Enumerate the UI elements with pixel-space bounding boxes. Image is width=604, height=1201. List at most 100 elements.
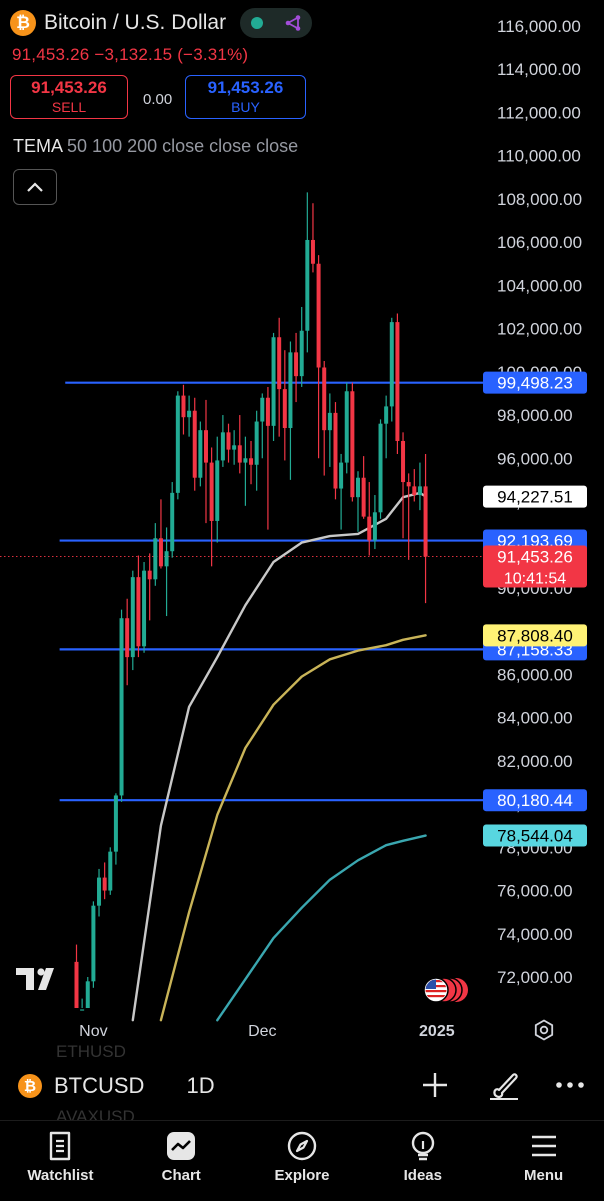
- candle-body: [187, 410, 192, 418]
- candle-body: [305, 239, 310, 331]
- buy-price: 91,453.26: [207, 78, 284, 97]
- countdown-timer: 10:41:54: [504, 571, 566, 588]
- symbol-selector[interactable]: BTCUSD: [54, 1073, 145, 1098]
- candle-body: [350, 391, 355, 498]
- candle-body: [294, 352, 299, 377]
- hamburger-menu-icon: [531, 1135, 556, 1157]
- nav-ideas-label: Ideas: [403, 1167, 442, 1184]
- candle-body: [119, 618, 124, 796]
- buy-button[interactable]: 91,453.26 BUY: [185, 75, 306, 119]
- nav-watchlist[interactable]: Watchlist: [0, 1121, 121, 1201]
- x-tick-label: 2025: [419, 1023, 455, 1040]
- share-nodes-icon: [285, 15, 300, 31]
- nav-menu-label: Menu: [524, 1167, 564, 1184]
- candle-body: [209, 462, 214, 521]
- candle-body: [406, 482, 411, 487]
- price-chart[interactable]: 116,000.00 114,000.00 112,000.00 110,000.00…: [0, 0, 604, 1060]
- candle-body: [80, 1009, 85, 1011]
- more-options-icon[interactable]: [553, 1068, 587, 1102]
- watchlist-document-icon: [50, 1131, 71, 1161]
- indicator-args: 50 100 200 close close close: [67, 136, 299, 156]
- candle-body: [203, 430, 208, 463]
- candle-body: [412, 486, 417, 496]
- level-price-tag-text: 99,498.23: [497, 374, 573, 393]
- candle-body: [113, 795, 118, 852]
- symbol-title: Bitcoin / U.S. Dollar: [44, 11, 227, 34]
- candle-body: [265, 397, 270, 426]
- tema-series-line: [159, 634, 427, 1022]
- candle-body: [136, 577, 141, 647]
- chart-settings-gear-icon[interactable]: [533, 1019, 555, 1041]
- y-tick-label: 86,000.00: [497, 665, 573, 684]
- level-price-tag: [483, 789, 587, 812]
- y-tick-label: 110,000.00: [497, 147, 581, 166]
- tradingview-logo-icon[interactable]: [16, 966, 62, 997]
- y-tick-label: 114,000.00: [497, 60, 581, 79]
- y-tick-label: 112,000.00: [497, 103, 581, 122]
- candle-body: [282, 389, 287, 429]
- candle-body: [417, 486, 422, 496]
- sell-price: 91,453.26: [31, 78, 107, 97]
- price-tag: [483, 545, 587, 588]
- candle-body: [215, 460, 220, 521]
- candle-body: [339, 462, 344, 489]
- y-tick-label: 96,000.00: [497, 449, 573, 468]
- symbol-toolbar: ₿ BTCUSD 1D: [0, 1060, 604, 1112]
- candle-body: [322, 367, 327, 431]
- x-tick-label: Nov: [79, 1023, 107, 1040]
- symbol-header[interactable]: ₿ Bitcoin / U.S. Dollar: [10, 8, 313, 38]
- price-tag: [483, 824, 587, 847]
- candle-body: [125, 618, 130, 658]
- spread-value: 0.00: [143, 91, 173, 108]
- candle-body: [333, 412, 338, 489]
- candle-body: [288, 352, 293, 429]
- candle-body: [254, 421, 259, 465]
- add-plus-icon[interactable]: [421, 1068, 449, 1102]
- nav-menu[interactable]: Menu: [483, 1121, 604, 1201]
- candle-body: [384, 406, 389, 424]
- price-tag: [483, 485, 587, 508]
- drawing-brush-icon[interactable]: [487, 1068, 521, 1102]
- candle-body: [181, 395, 186, 418]
- indicator-legend[interactable]: TEMA 50 100 200 close close close: [13, 136, 298, 157]
- price-tag-text: 91,453.26: [497, 548, 573, 567]
- nav-explore[interactable]: Explore: [242, 1121, 363, 1201]
- indicator-name: TEMA: [13, 136, 63, 156]
- bitcoin-logo-icon: ₿: [10, 10, 36, 36]
- candle-body: [249, 458, 254, 465]
- candle-body: [237, 445, 242, 463]
- candle-body: [170, 492, 175, 552]
- candle-body: [130, 577, 135, 658]
- chevron-up-icon: [27, 182, 43, 192]
- y-tick-label: 76,000.00: [497, 882, 573, 901]
- economic-events-icon[interactable]: [418, 975, 470, 1005]
- candle-body: [175, 395, 180, 493]
- candle-body: [401, 440, 406, 483]
- interval-selector[interactable]: 1D: [186, 1073, 215, 1098]
- price-tag: [483, 624, 587, 647]
- candle-body: [97, 877, 102, 906]
- candle-body: [74, 961, 79, 1008]
- candle-body: [378, 423, 383, 513]
- candle-body: [85, 981, 90, 1008]
- y-tick-label: 74,000.00: [497, 925, 573, 944]
- y-tick-label: 84,000.00: [497, 709, 573, 728]
- tema-series-line: [216, 834, 427, 1022]
- lightbulb-icon: [411, 1131, 434, 1161]
- candle-body: [102, 877, 107, 891]
- level-price-tag: [483, 371, 587, 394]
- sell-button[interactable]: 91,453.26 SELL: [10, 75, 128, 119]
- nav-chart[interactable]: Chart: [121, 1121, 242, 1201]
- market-status-pill[interactable]: [240, 8, 313, 38]
- nav-ideas[interactable]: Ideas: [362, 1121, 483, 1201]
- candle-body: [226, 432, 231, 450]
- sell-label: SELL: [51, 99, 87, 115]
- price-tag-text: 94,227.51: [497, 488, 573, 507]
- nav-chart-label: Chart: [161, 1167, 201, 1184]
- x-tick-label: Dec: [248, 1023, 276, 1040]
- candle-body: [299, 330, 304, 377]
- candle-body: [367, 516, 372, 541]
- collapse-legend-button[interactable]: [13, 169, 57, 205]
- price-change-line: 91,453.26 −3,132.15 (−3.31%): [12, 45, 248, 65]
- tema-series-line: [131, 491, 427, 1022]
